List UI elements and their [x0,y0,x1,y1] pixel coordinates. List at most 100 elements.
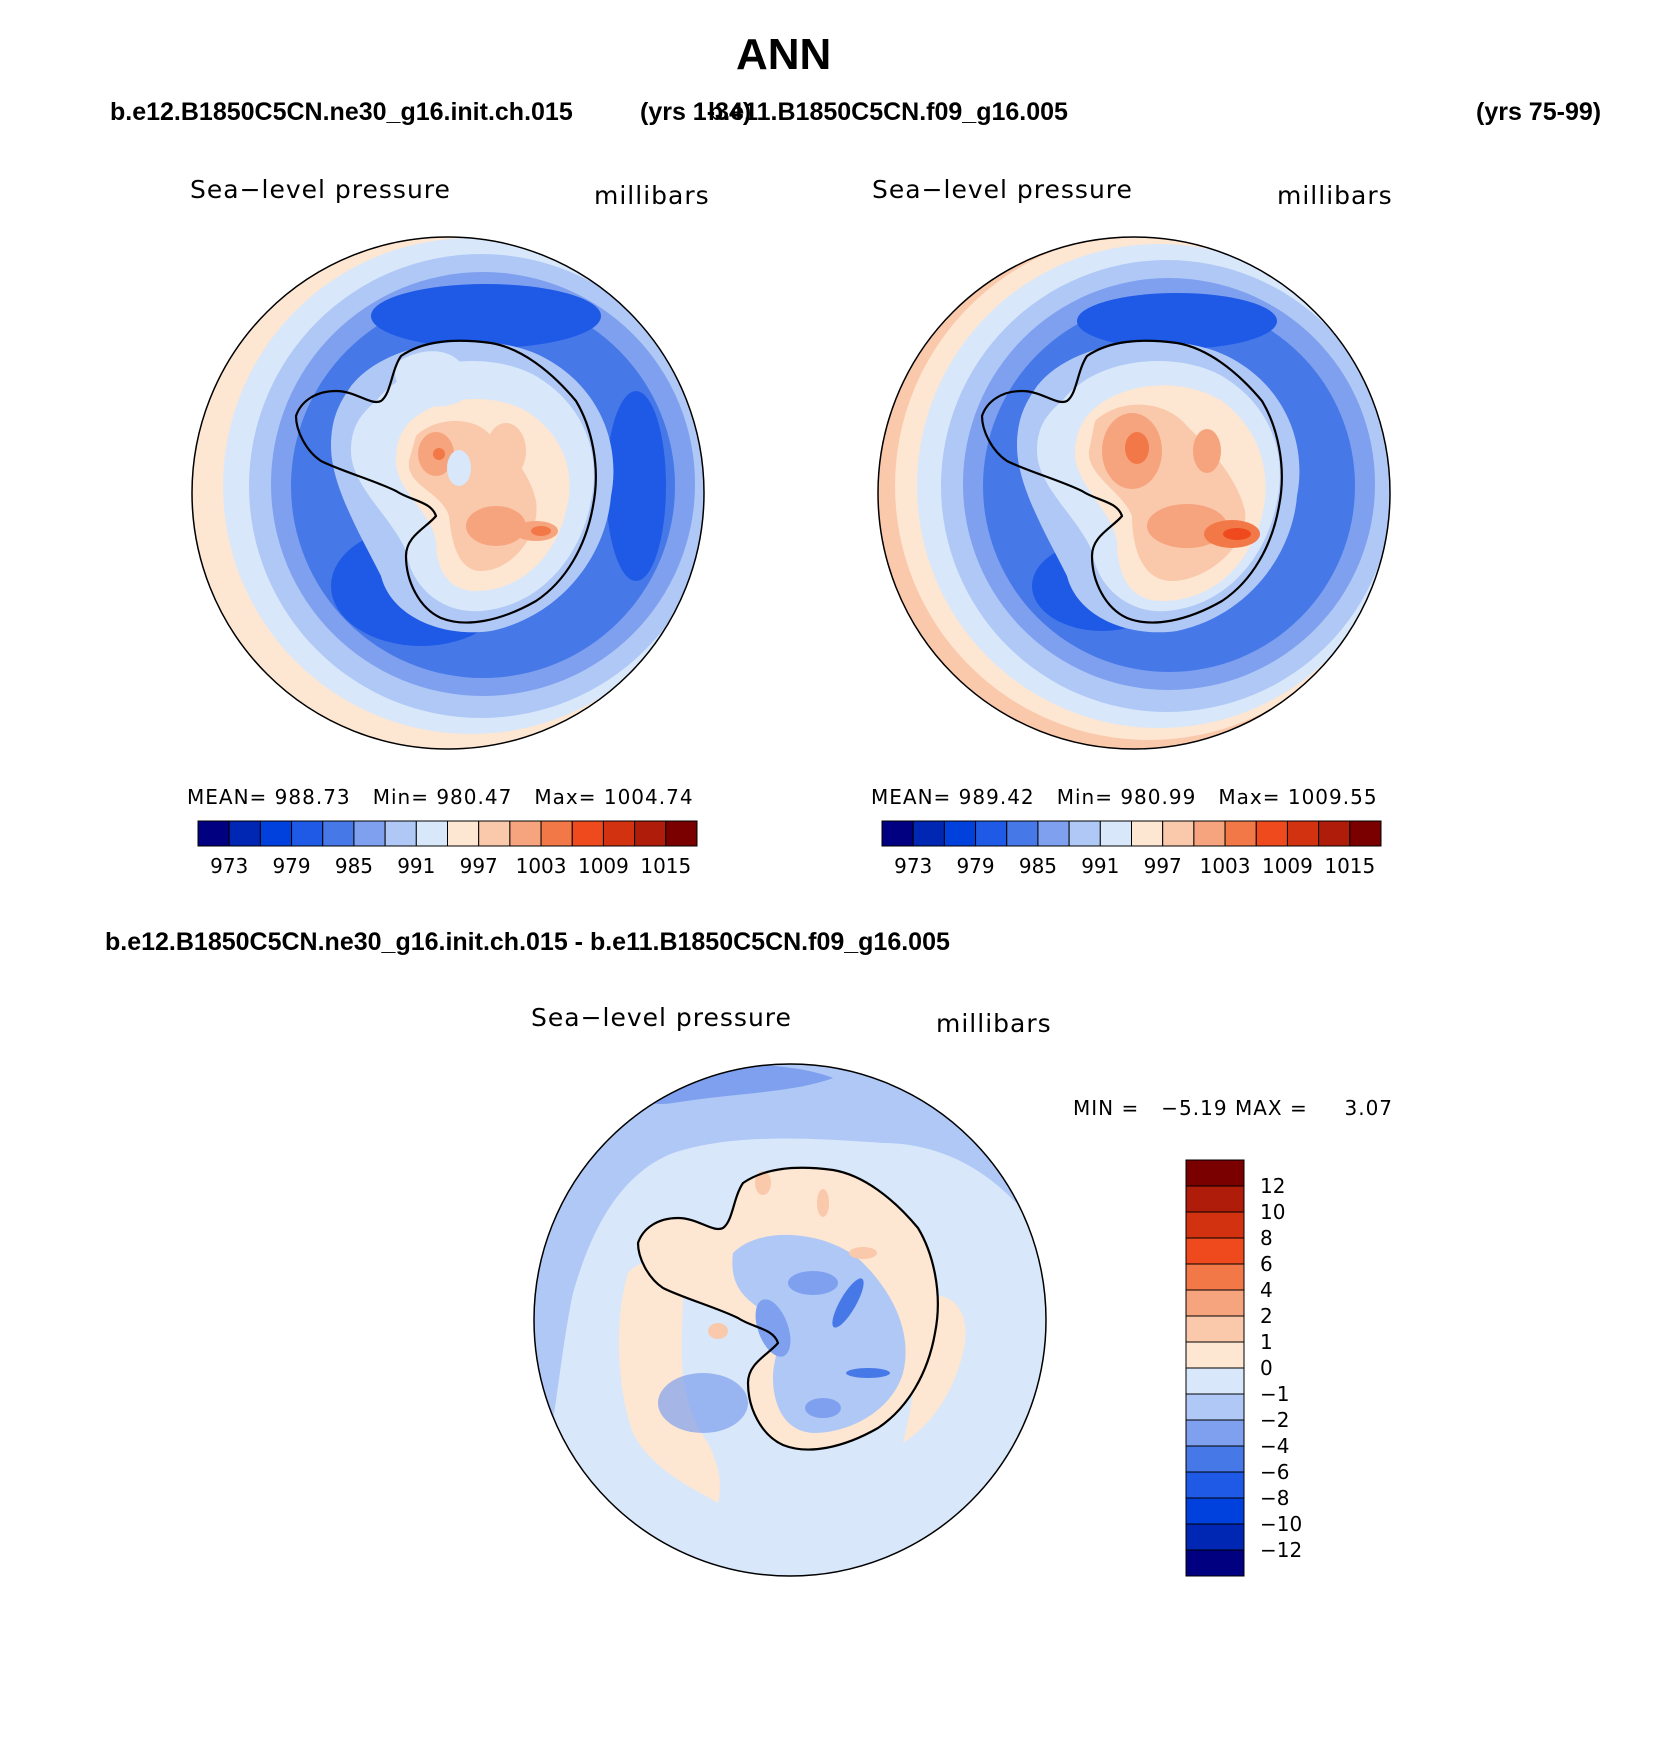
colorbar-swatch [1185,1393,1245,1421]
colorbar-tick-label: −6 [1260,1460,1289,1484]
panel2-min: 980.99 [1120,785,1197,809]
colorbar-swatch [1224,820,1257,847]
colorbar-tick-label: 1003 [516,854,567,878]
colorbar-swatch [322,820,355,847]
colorbar-tick-label: −12 [1260,1538,1302,1562]
colorbar-swatch [1185,1497,1245,1525]
colorbar-swatch [1037,820,1070,847]
colorbar-swatch [509,820,542,847]
diff-units: millibars [936,1009,1052,1038]
colorbar-swatch [447,820,480,847]
colorbar-swatch [1255,820,1288,847]
colorbar-swatch [353,820,386,847]
colorbar-tick-label: 10 [1260,1200,1285,1224]
colorbar-tick-label: 1003 [1200,854,1251,878]
colorbar-tick-label: 2 [1260,1304,1273,1328]
colorbar-swatch [1185,1185,1245,1213]
colorbar-tick-label: 6 [1260,1252,1273,1276]
diff-minmax: MIN = −5.19 MAX = 3.07 [1073,1096,1394,1120]
panel1-mean: 988.73 [274,785,351,809]
colorbar-swatch [634,820,667,847]
colorbar-swatch [1185,1523,1245,1551]
colorbar-tick-label: −8 [1260,1486,1289,1510]
colorbar-panel2: 973 979 985 991 997 1003 1009 1015 [881,820,1382,878]
colorbar-tick-label: −2 [1260,1408,1289,1432]
colorbar-swatch [1099,820,1132,847]
colorbar-swatch [912,820,945,847]
colorbar-swatch [415,820,448,847]
colorbar-swatch [881,820,914,847]
colorbar-tick-label: 997 [1144,854,1182,878]
panel2-max: 1009.55 [1287,785,1378,809]
panel1-units: millibars [594,181,710,210]
colorbar-tick-label: 985 [1019,854,1057,878]
panel1-min: 980.47 [436,785,513,809]
panel1-variable: Sea−level pressure [190,175,451,204]
colorbar-swatch [1185,1237,1245,1265]
colorbar-swatch [228,820,261,847]
colorbar-swatch [665,820,698,847]
colorbar-tick-label: 8 [1260,1226,1273,1250]
colorbar-tick-label: 1009 [1262,854,1313,878]
page-title: ANN [736,30,832,79]
colorbar-swatch [943,820,977,847]
colorbar-swatch [1185,1159,1245,1187]
case-name-right: b.e11.B1850C5CN.f09_g16.005 [708,98,1068,126]
colorbar-tick-label: 1015 [1324,854,1375,878]
panel1-stats: MEAN= 988.73 Min= 980.47 Max= 1004.74 [187,785,694,809]
colorbar-swatch [1185,1315,1245,1343]
colorbar-tick-label: 973 [894,854,932,878]
colorbar-swatch [1185,1471,1245,1499]
colorbar-swatch [1162,820,1195,847]
colorbar-swatch [602,820,636,847]
colorbar-tick-label: −4 [1260,1434,1289,1458]
map-control-case [877,236,1391,750]
colorbar-tick-label: 979 [272,854,310,878]
colorbar-swatch [478,820,511,847]
panel2-variable: Sea−level pressure [872,175,1133,204]
colorbar-swatch [1185,1341,1245,1369]
colorbar-swatch [384,820,417,847]
panel2-mean-label: MEAN= [871,785,952,809]
colorbar-tick-label: 991 [397,854,435,878]
colorbar-swatch [1349,820,1382,847]
colorbar-tick-label: 12 [1260,1174,1285,1198]
panel2-mean: 989.42 [958,785,1035,809]
colorbar-swatch [1185,1211,1245,1239]
panel1-mean-label: MEAN= [187,785,268,809]
panel1-max-label: Max= [534,785,597,809]
colorbar-swatch [1185,1549,1245,1577]
case-name-left: b.e12.B1850C5CN.ne30_g16.init.ch.015 [110,98,573,126]
colorbar-tick-label: 1009 [578,854,629,878]
colorbar-tick-label: 0 [1260,1356,1273,1380]
panel1-min-label: Min= [372,785,429,809]
diff-case-name: b.e12.B1850C5CN.ne30_g16.init.ch.015 - b… [105,928,950,956]
colorbar-swatch [1185,1419,1245,1447]
colorbar-swatch [1185,1367,1245,1395]
map-difference [533,1063,1047,1577]
panel2-stats: MEAN= 989.42 Min= 980.99 Max= 1009.55 [871,785,1378,809]
colorbar-swatch [1286,820,1320,847]
years-right: (yrs 75-99) [1476,98,1602,126]
years-left: (yrs 1-34) [640,98,752,126]
colorbar-swatch [1318,820,1351,847]
panel2-units: millibars [1277,181,1393,210]
colorbar-tick-label: 985 [335,854,373,878]
diff-variable: Sea−level pressure [531,1003,792,1032]
colorbar-swatch [259,820,293,847]
colorbar-panel1: 973 979 985 991 997 1003 1009 1015 [197,820,698,878]
panel1-max: 1004.74 [603,785,694,809]
colorbar-swatch [1006,820,1039,847]
colorbar-tick-label: 997 [460,854,498,878]
colorbar-swatch [1193,820,1226,847]
colorbar-swatch [1185,1445,1245,1473]
colorbar-tick-label: 991 [1081,854,1119,878]
colorbar-tick-label: 973 [210,854,248,878]
colorbar-swatch [975,820,1008,847]
colorbar-swatch [291,820,324,847]
colorbar-swatch [571,820,604,847]
colorbar-tick-label: −10 [1260,1512,1302,1536]
colorbar-tick-label: −1 [1260,1382,1289,1406]
map-model-case [191,236,705,750]
